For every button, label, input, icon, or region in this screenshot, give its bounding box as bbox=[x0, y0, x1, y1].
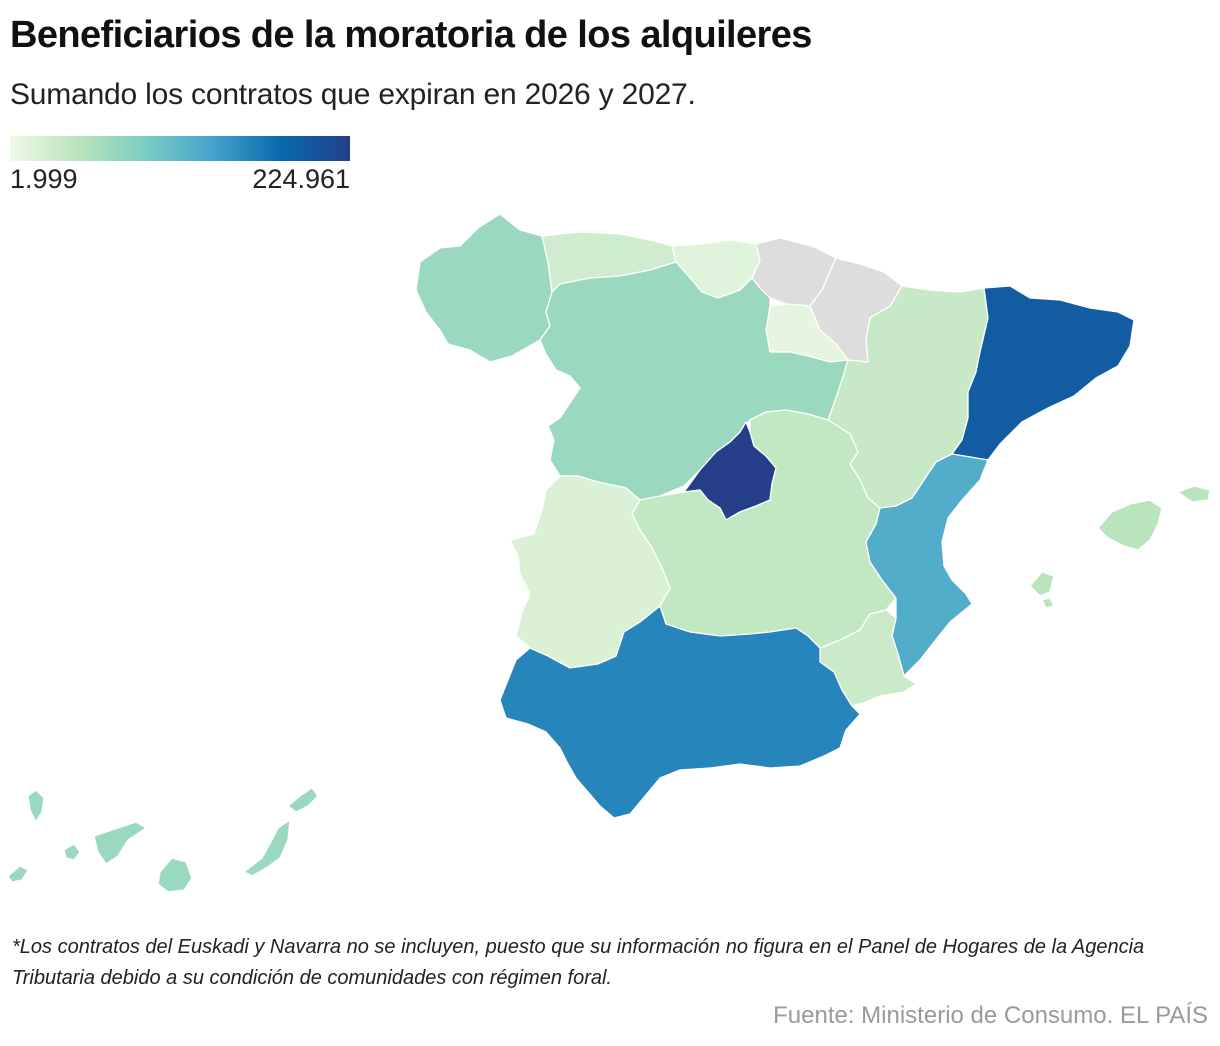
region-canarias-fuerteventura[interactable] bbox=[243, 819, 291, 877]
color-legend: 1.999 224.961 bbox=[10, 136, 350, 196]
region-baleares-mallorca[interactable] bbox=[1097, 499, 1163, 551]
legend-gradient-bar bbox=[10, 136, 350, 161]
region-canarias-el-hierro[interactable] bbox=[7, 865, 29, 883]
chart-subtitle: Sumando los contratos que expiran en 202… bbox=[10, 78, 696, 111]
region-canarias-tenerife[interactable] bbox=[93, 821, 147, 865]
region-cataluna[interactable] bbox=[951, 285, 1135, 461]
region-comunidad-valenciana[interactable] bbox=[865, 453, 989, 677]
chart-title: Beneficiarios de la moratoria de los alq… bbox=[10, 14, 812, 56]
legend-min-label: 1.999 bbox=[10, 164, 78, 194]
region-canarias-gran-canaria[interactable] bbox=[157, 857, 193, 893]
region-canarias-la-gomera[interactable] bbox=[63, 843, 81, 861]
region-baleares-menorca[interactable] bbox=[1177, 485, 1211, 503]
region-baleares-formentera[interactable] bbox=[1041, 597, 1055, 609]
region-canarias-la-palma[interactable] bbox=[27, 789, 45, 823]
region-andalucia[interactable] bbox=[499, 605, 861, 819]
region-galicia[interactable] bbox=[415, 213, 553, 363]
legend-max-label: 224.961 bbox=[252, 164, 350, 194]
spain-choropleth-map bbox=[7, 213, 1211, 893]
region-baleares-ibiza[interactable] bbox=[1029, 571, 1055, 597]
source-credit: Fuente: Ministerio de Consumo. EL PAÍS bbox=[773, 1002, 1208, 1029]
region-canarias-lanzarote[interactable] bbox=[287, 787, 319, 813]
footnote: *Los contratos del Euskadi y Navarra no … bbox=[12, 936, 1145, 989]
